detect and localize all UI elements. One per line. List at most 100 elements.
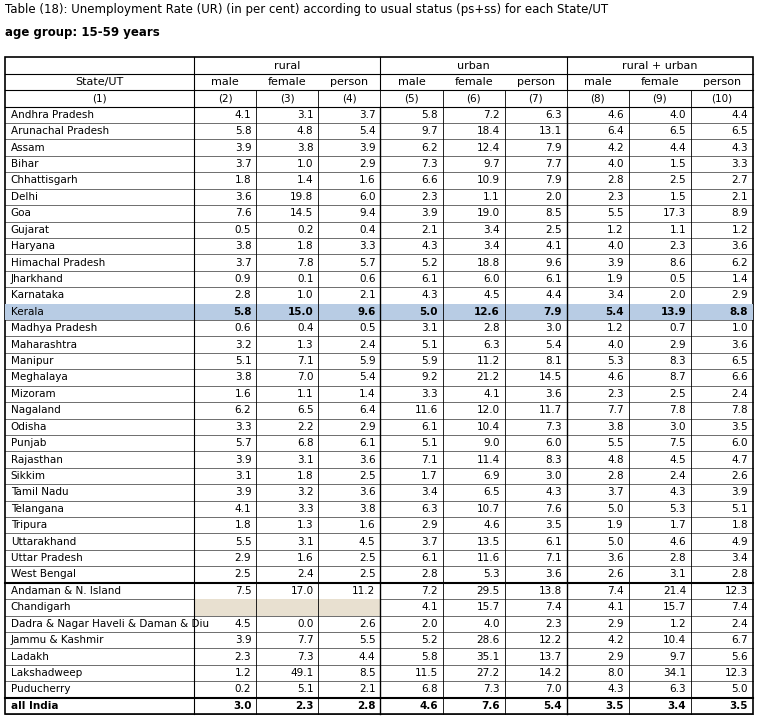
Text: 6.2: 6.2 [235, 405, 251, 415]
Text: 5.7: 5.7 [359, 258, 375, 268]
Text: 1.2: 1.2 [731, 225, 748, 235]
Text: 9.6: 9.6 [545, 258, 562, 268]
Text: 4.3: 4.3 [731, 142, 748, 153]
Text: 0.0: 0.0 [297, 619, 314, 629]
Text: Delhi: Delhi [11, 192, 38, 202]
Text: 28.6: 28.6 [477, 635, 500, 645]
Text: 3.2: 3.2 [297, 488, 314, 498]
Text: 8.6: 8.6 [669, 258, 686, 268]
Text: 5.5: 5.5 [608, 438, 624, 448]
Text: 3.2: 3.2 [235, 339, 251, 349]
Text: 3.9: 3.9 [731, 488, 748, 498]
Text: 2.9: 2.9 [608, 652, 624, 662]
Text: 4.1: 4.1 [421, 602, 438, 612]
Text: 4.1: 4.1 [608, 602, 624, 612]
Text: 4.3: 4.3 [421, 291, 438, 301]
Text: 2.2: 2.2 [297, 422, 314, 432]
Text: 7.1: 7.1 [297, 356, 314, 366]
Text: 4.0: 4.0 [608, 339, 624, 349]
Text: Table (18): Unemployment Rate (UR) (in per cent) according to usual status (ps+s: Table (18): Unemployment Rate (UR) (in p… [5, 4, 608, 16]
Text: female: female [268, 77, 307, 87]
Text: 5.8: 5.8 [421, 652, 438, 662]
Text: 3.5: 3.5 [730, 701, 748, 711]
Text: 3.3: 3.3 [359, 241, 375, 251]
Text: 1.4: 1.4 [297, 175, 314, 185]
Text: 1.8: 1.8 [731, 521, 748, 531]
Text: 1.0: 1.0 [297, 159, 314, 169]
Text: Tamil Nadu: Tamil Nadu [11, 488, 68, 498]
Text: 3.3: 3.3 [297, 504, 314, 514]
Text: Manipur: Manipur [11, 356, 53, 366]
Text: 4.4: 4.4 [545, 291, 562, 301]
Text: 18.4: 18.4 [477, 126, 500, 136]
Text: Andhra Pradesh: Andhra Pradesh [11, 110, 94, 120]
Text: 13.1: 13.1 [538, 126, 562, 136]
Text: 14.2: 14.2 [538, 668, 562, 678]
Text: 11.2: 11.2 [477, 356, 500, 366]
Text: 2.5: 2.5 [669, 389, 686, 399]
Text: 1.9: 1.9 [608, 274, 624, 284]
Text: 4.1: 4.1 [235, 504, 251, 514]
Text: 4.4: 4.4 [359, 652, 375, 662]
Text: 7.0: 7.0 [545, 684, 562, 695]
Text: 4.6: 4.6 [608, 110, 624, 120]
Text: 4.3: 4.3 [669, 488, 686, 498]
Text: 7.2: 7.2 [483, 110, 500, 120]
Text: 4.0: 4.0 [608, 159, 624, 169]
Text: Puducherry: Puducherry [11, 684, 70, 695]
Text: 0.6: 0.6 [235, 323, 251, 333]
Text: 7.1: 7.1 [421, 455, 438, 465]
Text: 2.5: 2.5 [669, 175, 686, 185]
Text: 1.2: 1.2 [235, 668, 251, 678]
Text: 7.9: 7.9 [544, 306, 562, 316]
Text: 4.7: 4.7 [731, 455, 748, 465]
Text: 5.4: 5.4 [543, 701, 562, 711]
Text: 3.3: 3.3 [731, 159, 748, 169]
Text: 2.8: 2.8 [483, 323, 500, 333]
Text: 7.5: 7.5 [669, 438, 686, 448]
Text: 19.8: 19.8 [290, 192, 314, 202]
Text: 2.9: 2.9 [421, 521, 438, 531]
Text: 0.1: 0.1 [297, 274, 314, 284]
Text: 2.9: 2.9 [359, 159, 375, 169]
Text: 3.9: 3.9 [235, 635, 251, 645]
Text: 9.4: 9.4 [359, 208, 375, 218]
Text: 8.1: 8.1 [545, 356, 562, 366]
Text: 7.1: 7.1 [545, 553, 562, 563]
Text: 3.8: 3.8 [359, 504, 375, 514]
Text: 4.1: 4.1 [483, 389, 500, 399]
Text: 7.3: 7.3 [421, 159, 438, 169]
Text: 3.3: 3.3 [235, 422, 251, 432]
Text: 0.9: 0.9 [235, 274, 251, 284]
Text: 12.3: 12.3 [725, 668, 748, 678]
Text: 12.4: 12.4 [477, 142, 500, 153]
Text: 6.2: 6.2 [421, 142, 438, 153]
Text: Karnataka: Karnataka [11, 291, 64, 301]
Text: 2.5: 2.5 [235, 569, 251, 579]
Text: 2.9: 2.9 [669, 339, 686, 349]
Text: (10): (10) [711, 93, 733, 103]
Text: 3.1: 3.1 [297, 455, 314, 465]
Text: 19.0: 19.0 [477, 208, 500, 218]
Text: 2.6: 2.6 [359, 619, 375, 629]
Text: 4.0: 4.0 [670, 110, 686, 120]
Text: 4.6: 4.6 [669, 536, 686, 546]
Text: 6.2: 6.2 [731, 258, 748, 268]
Text: 9.7: 9.7 [483, 159, 500, 169]
Text: 3.9: 3.9 [421, 208, 438, 218]
Text: 5.4: 5.4 [545, 339, 562, 349]
Text: 49.1: 49.1 [290, 668, 314, 678]
Text: 1.7: 1.7 [421, 471, 438, 481]
Text: 3.3: 3.3 [421, 389, 438, 399]
Text: 11.2: 11.2 [352, 586, 375, 596]
Text: 13.5: 13.5 [477, 536, 500, 546]
Text: 4.5: 4.5 [483, 291, 500, 301]
Text: 7.7: 7.7 [297, 635, 314, 645]
Text: 10.4: 10.4 [663, 635, 686, 645]
Text: 3.9: 3.9 [608, 258, 624, 268]
Text: 2.0: 2.0 [545, 192, 562, 202]
Text: 8.5: 8.5 [545, 208, 562, 218]
Text: (8): (8) [591, 93, 605, 103]
Text: 3.9: 3.9 [235, 142, 251, 153]
Text: 5.9: 5.9 [421, 356, 438, 366]
